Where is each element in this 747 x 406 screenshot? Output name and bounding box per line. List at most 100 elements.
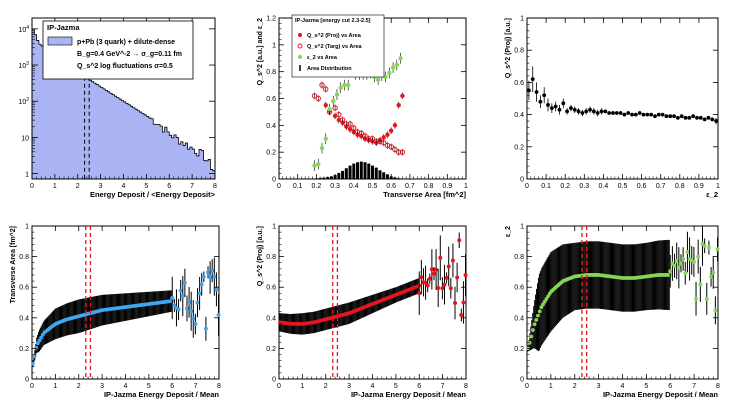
p2-xtick-label: 0.4 [349, 183, 359, 190]
p4-tail-point [199, 282, 204, 287]
eps-point [398, 56, 403, 61]
p3-point [698, 115, 703, 120]
targ-point [388, 144, 394, 150]
eps-point [387, 70, 392, 76]
p1-xtick-label: 3 [99, 183, 103, 190]
p2: 0 0.1 0.2 0.3 0.4 0.5 0.6 0.7 0.8 0.9 1 0 0.2 0.4 0.6 0… [256, 14, 468, 199]
p4-tail-point [210, 268, 215, 273]
p4-tail-point [178, 288, 183, 293]
p4-xtick-label: 6 [170, 383, 174, 390]
p6-tail-point [706, 245, 711, 250]
area-distribution-bar [374, 167, 378, 179]
p3-point [618, 111, 623, 115]
p4-ytick-label: 0.6 [19, 285, 29, 292]
p1-legend-entry: Q_s^2 log fluctuations σ=0.5 [77, 62, 173, 70]
p6-ytick-label: 0.2 [514, 346, 524, 353]
p2-ytick-label: 0 [272, 177, 276, 184]
p6-point [534, 318, 539, 322]
p5-tail-point [434, 267, 439, 272]
p3-point [649, 112, 654, 117]
targ-point [336, 111, 342, 118]
p2-ytick-label: 1 [272, 42, 276, 49]
p4-ytick-label: 0.2 [19, 346, 29, 353]
eps-point [338, 85, 343, 90]
p4-tail-point [212, 274, 217, 279]
p4-xtick-label: 4 [124, 383, 128, 390]
p1-xtick-label: 1 [53, 183, 57, 190]
p1-xlabel: Energy Deposit / <Energy Deposit> [90, 190, 216, 199]
p6-ylabel: ε_2 [505, 226, 512, 237]
p6-tail-point [685, 250, 690, 255]
p3-xtick-label: 0.5 [618, 183, 628, 190]
area-distribution-bar [359, 161, 363, 179]
p3-point [633, 112, 638, 117]
p6-xtick-label: 5 [644, 383, 648, 390]
p1-legend-entry: p+Pb (3 quark) + dilute-dense [77, 39, 175, 46]
p6-point [529, 334, 534, 339]
p3-point [542, 93, 547, 98]
targ-point [358, 130, 364, 137]
p3-point [576, 109, 581, 114]
p2-legend-entry: Q_s^2 (Targ) vs Area [307, 44, 363, 50]
p4-xtick-label: 1 [53, 383, 57, 390]
p6-point [536, 313, 540, 318]
p5-tail-point [438, 255, 443, 260]
p1-legend-entry: B_g=0.4 GeV^-2 → σ_g=0.11 fm [77, 50, 182, 58]
p1-ytick-label: 103 [18, 61, 29, 70]
p5-ylabel: Q_s^2 (Proj) [a.u.] [256, 226, 264, 286]
targ-point [332, 105, 338, 111]
eps-point [342, 82, 347, 88]
p3-point [664, 114, 669, 119]
p3-point [630, 112, 634, 117]
p2-xtick-label: 0 [277, 183, 281, 190]
p3-point [549, 106, 554, 111]
p3-point [702, 117, 707, 122]
p3-xtick-label: 0.4 [599, 183, 609, 190]
p5-xlabel: IP-Jazma Energy Deposit / Mean [351, 390, 466, 399]
p3-point [626, 111, 631, 115]
p5-tail-point [425, 283, 430, 288]
p2-ytick-label: 0.8 [266, 69, 276, 76]
proj-point [396, 103, 401, 108]
proj-point [381, 135, 386, 140]
p4-xtick-label: 8 [217, 383, 221, 390]
p5-tail-point [459, 313, 464, 318]
p3-xtick-label: 0.3 [579, 183, 589, 190]
area-distribution-bar [348, 165, 352, 179]
p5-tail-point [446, 264, 451, 269]
p1-legend-box [42, 20, 194, 80]
p2-legend-entry: Q_s^2 (Proj) vs Area [307, 33, 362, 39]
eps-point [327, 107, 332, 112]
p3-point [591, 109, 596, 114]
p6-tail-point [711, 270, 716, 275]
p3-point [679, 114, 684, 119]
p4-ytick-label: 1 [25, 224, 29, 231]
p1-legend-swatch [47, 36, 73, 46]
p6-xtick-label: 7 [692, 383, 696, 390]
p3-point [607, 111, 612, 115]
p3-point [527, 88, 531, 93]
p2-legend-entry: ε_2 vs Area [307, 55, 338, 61]
p1-xtick-label: 8 [213, 183, 217, 190]
eps-point [331, 98, 336, 104]
p5-tail-point [444, 275, 449, 280]
p3-point [695, 115, 699, 120]
p6-ytick-label: 0.4 [514, 315, 524, 322]
targ-point [373, 138, 379, 145]
p5-ytick-label: 1 [272, 224, 276, 231]
p3-point [660, 112, 665, 117]
p3-point [546, 103, 550, 107]
p3-point [706, 115, 711, 120]
targ-point [323, 86, 329, 92]
p3-point [530, 77, 535, 82]
p2-legend-marker [298, 33, 302, 37]
p5-tail-point [429, 267, 434, 272]
eps-point [383, 74, 388, 80]
p4-tail-point [206, 270, 211, 275]
p4-point [35, 341, 40, 346]
p4-tail-point [214, 287, 219, 292]
eps-point [345, 82, 351, 88]
p2-xtick-label: 0.5 [368, 183, 378, 190]
p4-tail-point [170, 295, 175, 300]
p3-ytick-label: 0.8 [514, 48, 524, 55]
